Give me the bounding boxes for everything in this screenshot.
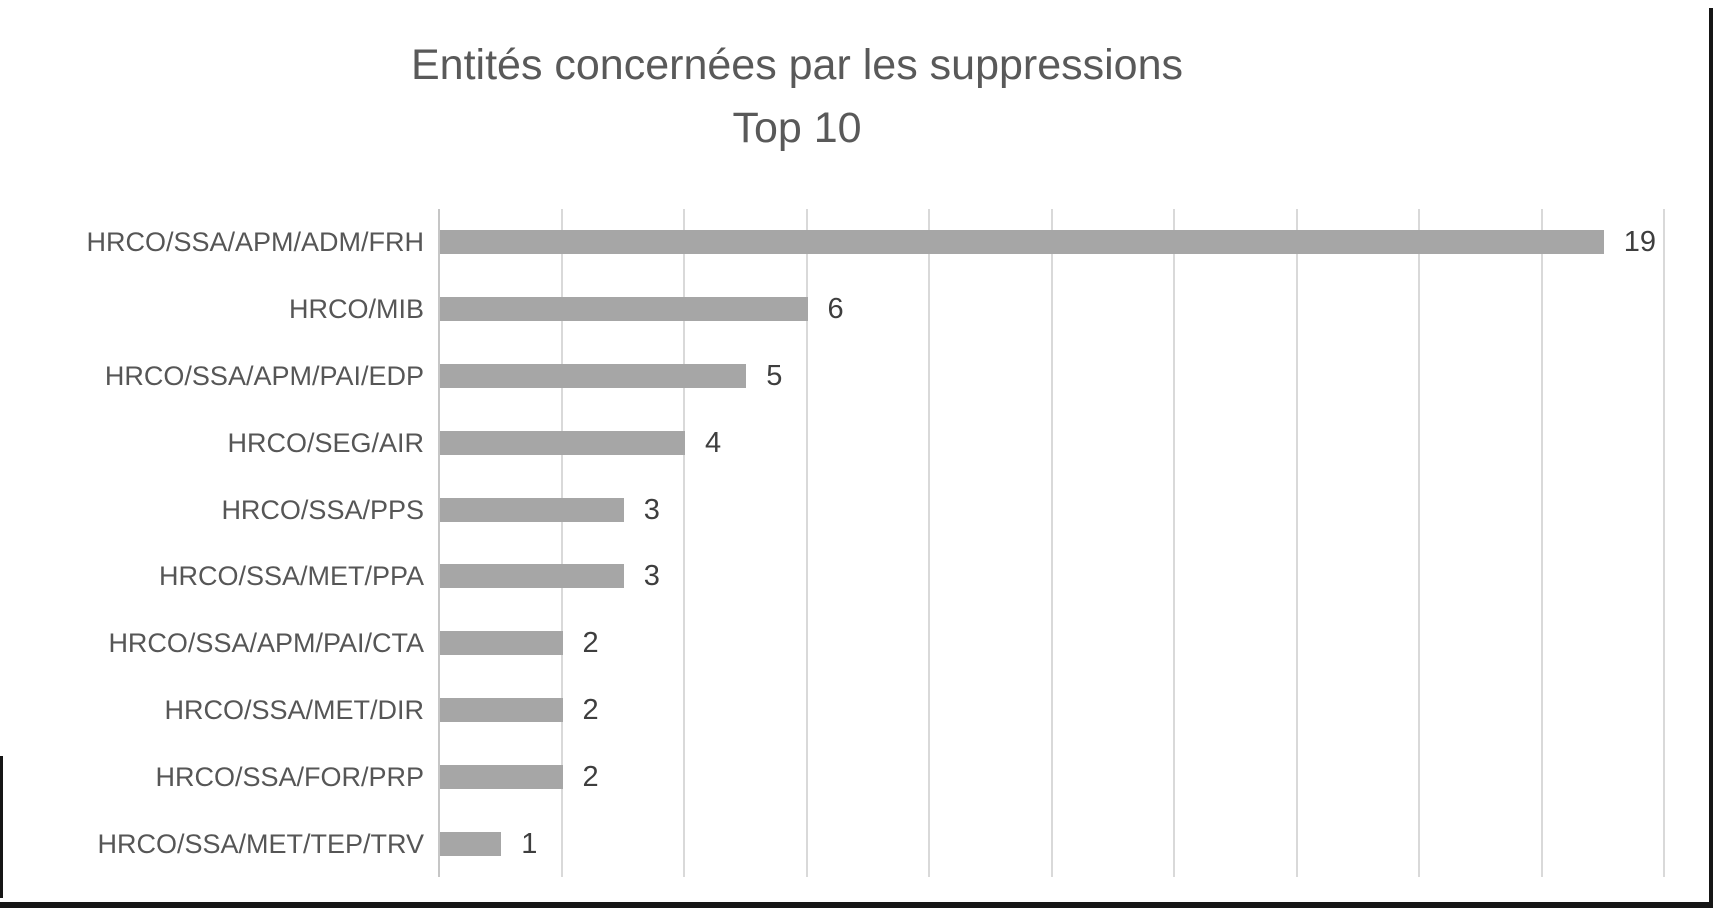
value-label: 3 bbox=[643, 560, 660, 593]
y-axis-line bbox=[438, 209, 440, 877]
value-label: 2 bbox=[582, 694, 599, 726]
gridline bbox=[1540, 209, 1543, 877]
bar bbox=[440, 564, 624, 589]
category-label: HRCO/SSA/APM/ADM/FRH bbox=[86, 227, 424, 258]
value-label: 1 bbox=[521, 827, 538, 860]
chart-title: Entités concernées par les suppressions bbox=[410, 41, 1184, 89]
category-label: HRCO/SSA/FOR/PRP bbox=[155, 761, 424, 792]
frame-border-right bbox=[1709, 8, 1713, 905]
value-label: 6 bbox=[827, 293, 844, 326]
gridline bbox=[1173, 209, 1175, 877]
category-label: HRCO/SSA/APM/PAI/EDP bbox=[104, 361, 424, 391]
value-label: 19 bbox=[1623, 226, 1657, 259]
gridline bbox=[1295, 209, 1298, 877]
gridline bbox=[805, 209, 808, 877]
frame-border-left bbox=[0, 756, 3, 898]
bar bbox=[440, 631, 563, 656]
value-label: 2 bbox=[582, 627, 599, 660]
gridline bbox=[1663, 209, 1665, 877]
value-label: 4 bbox=[705, 426, 722, 459]
bar bbox=[440, 230, 1604, 255]
frame-border-bottom bbox=[0, 902, 1713, 908]
category-label: HRCO/SSA/MET/PPA bbox=[158, 561, 424, 592]
bar bbox=[440, 698, 563, 722]
category-label: HRCO/SEG/AIR bbox=[227, 427, 424, 458]
bar bbox=[440, 297, 808, 322]
bar bbox=[440, 831, 502, 856]
gridline bbox=[928, 209, 930, 877]
chart-title-block: Entités concernées par les suppressions … bbox=[0, 34, 1594, 160]
gridline bbox=[560, 209, 563, 877]
category-label: HRCO/SSA/MET/DIR bbox=[164, 695, 424, 725]
category-label: HRCO/SSA/MET/TEP/TRV bbox=[97, 828, 424, 859]
category-label: HRCO/SSA/APM/PAI/CTA bbox=[108, 628, 424, 659]
category-label: HRCO/MIB bbox=[289, 294, 424, 325]
value-label: 2 bbox=[582, 760, 599, 793]
value-label: 3 bbox=[643, 493, 660, 526]
value-label: 5 bbox=[766, 360, 783, 392]
gridline bbox=[1418, 209, 1420, 877]
chart-subtitle: Top 10 bbox=[732, 104, 862, 152]
bar bbox=[440, 497, 624, 522]
gridline bbox=[1050, 209, 1053, 877]
bar bbox=[440, 364, 747, 388]
gridline bbox=[683, 209, 685, 877]
category-label: HRCO/SSA/PPS bbox=[221, 494, 424, 525]
bar bbox=[440, 764, 563, 789]
bar bbox=[440, 430, 685, 455]
